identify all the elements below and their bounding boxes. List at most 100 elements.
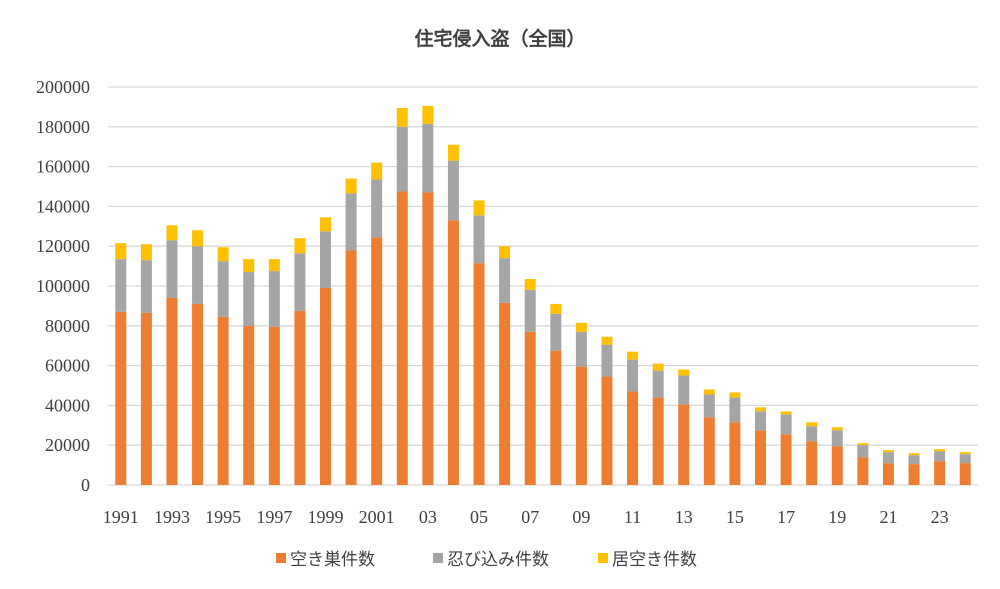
bar-akisu-2012 [652, 397, 664, 485]
legend-swatch [598, 553, 608, 563]
bar-shinobikomi-2008 [550, 313, 562, 351]
legend-label: 空き巣件数 [290, 550, 375, 570]
bar-shinobikomi-1995 [217, 261, 229, 317]
bar-akisu-2013 [678, 404, 690, 485]
bar-shinobikomi-2022 [908, 455, 920, 465]
x-tick-label: 19 [828, 507, 846, 527]
bar-shinobikomi-2019 [831, 430, 843, 447]
bar-akisu-1995 [217, 316, 229, 485]
bar-iaki-2006 [499, 246, 511, 259]
bar-shinobikomi-1991 [115, 259, 127, 312]
x-tick-label: 21 [879, 507, 897, 527]
bar-akisu-2018 [806, 441, 818, 485]
bar-iaki-2011 [627, 351, 639, 360]
bar-shinobikomi-1994 [192, 246, 204, 304]
bar-shinobikomi-2002 [396, 126, 408, 192]
bar-iaki-2024 [959, 452, 971, 455]
bar-shinobikomi-2004 [447, 160, 459, 221]
bar-iaki-2016 [755, 407, 766, 412]
bar-akisu-1996 [243, 325, 255, 485]
y-tick-label: 80000 [45, 316, 90, 336]
bar-akisu-2014 [703, 417, 715, 485]
bar-akisu-2022 [908, 464, 920, 485]
bar-shinobikomi-2000 [345, 193, 357, 251]
bar-iaki-2021 [882, 450, 894, 453]
bar-iaki-2002 [396, 107, 408, 127]
y-tick-label: 140000 [36, 196, 90, 216]
bar-akisu-2011 [627, 391, 639, 485]
x-tick-label: 1993 [154, 507, 190, 527]
bar-iaki-1999 [320, 217, 331, 232]
gridlines [108, 86, 978, 486]
bar-shinobikomi-2001 [371, 179, 383, 238]
bar-iaki-2012 [652, 363, 664, 371]
bar-akisu-1999 [320, 287, 331, 485]
bar-iaki-2020 [857, 443, 869, 446]
y-tick-label: 120000 [36, 236, 90, 256]
bar-iaki-1996 [243, 259, 255, 273]
bar-iaki-2018 [806, 422, 818, 427]
x-tick-label: 11 [624, 507, 641, 527]
bar-akisu-2005 [473, 263, 485, 485]
x-tick-label: 05 [470, 507, 488, 527]
x-tick-label: 23 [931, 507, 949, 527]
bar-akisu-2004 [447, 220, 459, 485]
bar-shinobikomi-2003 [422, 123, 434, 193]
legend-swatch [433, 553, 443, 563]
bars [115, 105, 971, 485]
legend-label: 居空き件数 [612, 550, 697, 570]
bar-shinobikomi-2024 [959, 454, 971, 464]
bar-akisu-1994 [192, 303, 204, 485]
y-tick-label: 40000 [45, 395, 90, 415]
bar-shinobikomi-2011 [627, 359, 639, 392]
bar-shinobikomi-2020 [857, 445, 869, 458]
x-axis: 1991 1993 1995 1997 1999 2001 03 05 07 09 11 13 15 17… [103, 507, 949, 527]
x-tick-label: 13 [675, 507, 693, 527]
y-tick-label: 200000 [36, 77, 90, 97]
x-tick-label: 1997 [256, 507, 292, 527]
bar-iaki-2022 [908, 453, 920, 456]
bar-iaki-2008 [550, 303, 562, 314]
bar-akisu-2015 [729, 422, 741, 485]
bar-akisu-1991 [115, 311, 127, 485]
x-tick-label: 2001 [359, 507, 395, 527]
bar-iaki-1998 [294, 238, 306, 254]
bar-iaki-2007 [524, 279, 536, 290]
bar-iaki-1997 [268, 259, 280, 272]
bar-akisu-2010 [601, 376, 613, 485]
bar-shinobikomi-2010 [601, 344, 613, 377]
bar-shinobikomi-1996 [243, 272, 255, 326]
chart-title: 住宅侵入盗（全国） [414, 27, 585, 50]
x-tick-label: 17 [777, 507, 795, 527]
bar-shinobikomi-2012 [652, 370, 664, 398]
bar-iaki-2009 [575, 322, 587, 332]
bar-shinobikomi-2017 [780, 414, 792, 435]
bar-shinobikomi-2021 [882, 452, 894, 464]
bar-akisu-1992 [140, 312, 152, 485]
bar-akisu-1998 [294, 310, 306, 485]
bar-iaki-1995 [217, 247, 229, 262]
bar-shinobikomi-2005 [473, 215, 485, 264]
bar-akisu-2021 [882, 463, 894, 485]
x-tick-label: 1995 [205, 507, 241, 527]
bar-iaki-1992 [140, 244, 152, 261]
bar-shinobikomi-1992 [140, 260, 152, 313]
bar-iaki-1994 [192, 230, 204, 247]
bar-akisu-2002 [396, 191, 408, 485]
y-tick-label: 180000 [36, 117, 90, 137]
bar-shinobikomi-1993 [166, 240, 178, 298]
bar-iaki-2010 [601, 336, 613, 345]
bar-iaki-2005 [473, 200, 485, 216]
bar-akisu-2016 [755, 430, 766, 485]
bar-shinobikomi-2013 [678, 375, 690, 405]
y-tick-label: 20000 [45, 435, 90, 455]
legend: 空き巣件数 忍び込み件数 居空き件数 [276, 550, 697, 570]
bar-iaki-2014 [703, 389, 715, 395]
bar-akisu-2009 [575, 366, 587, 485]
bar-shinobikomi-1999 [320, 231, 331, 288]
bar-akisu-1993 [166, 297, 178, 485]
bar-iaki-2001 [371, 162, 383, 180]
bar-iaki-2023 [934, 449, 946, 452]
bar-shinobikomi-1998 [294, 253, 306, 311]
